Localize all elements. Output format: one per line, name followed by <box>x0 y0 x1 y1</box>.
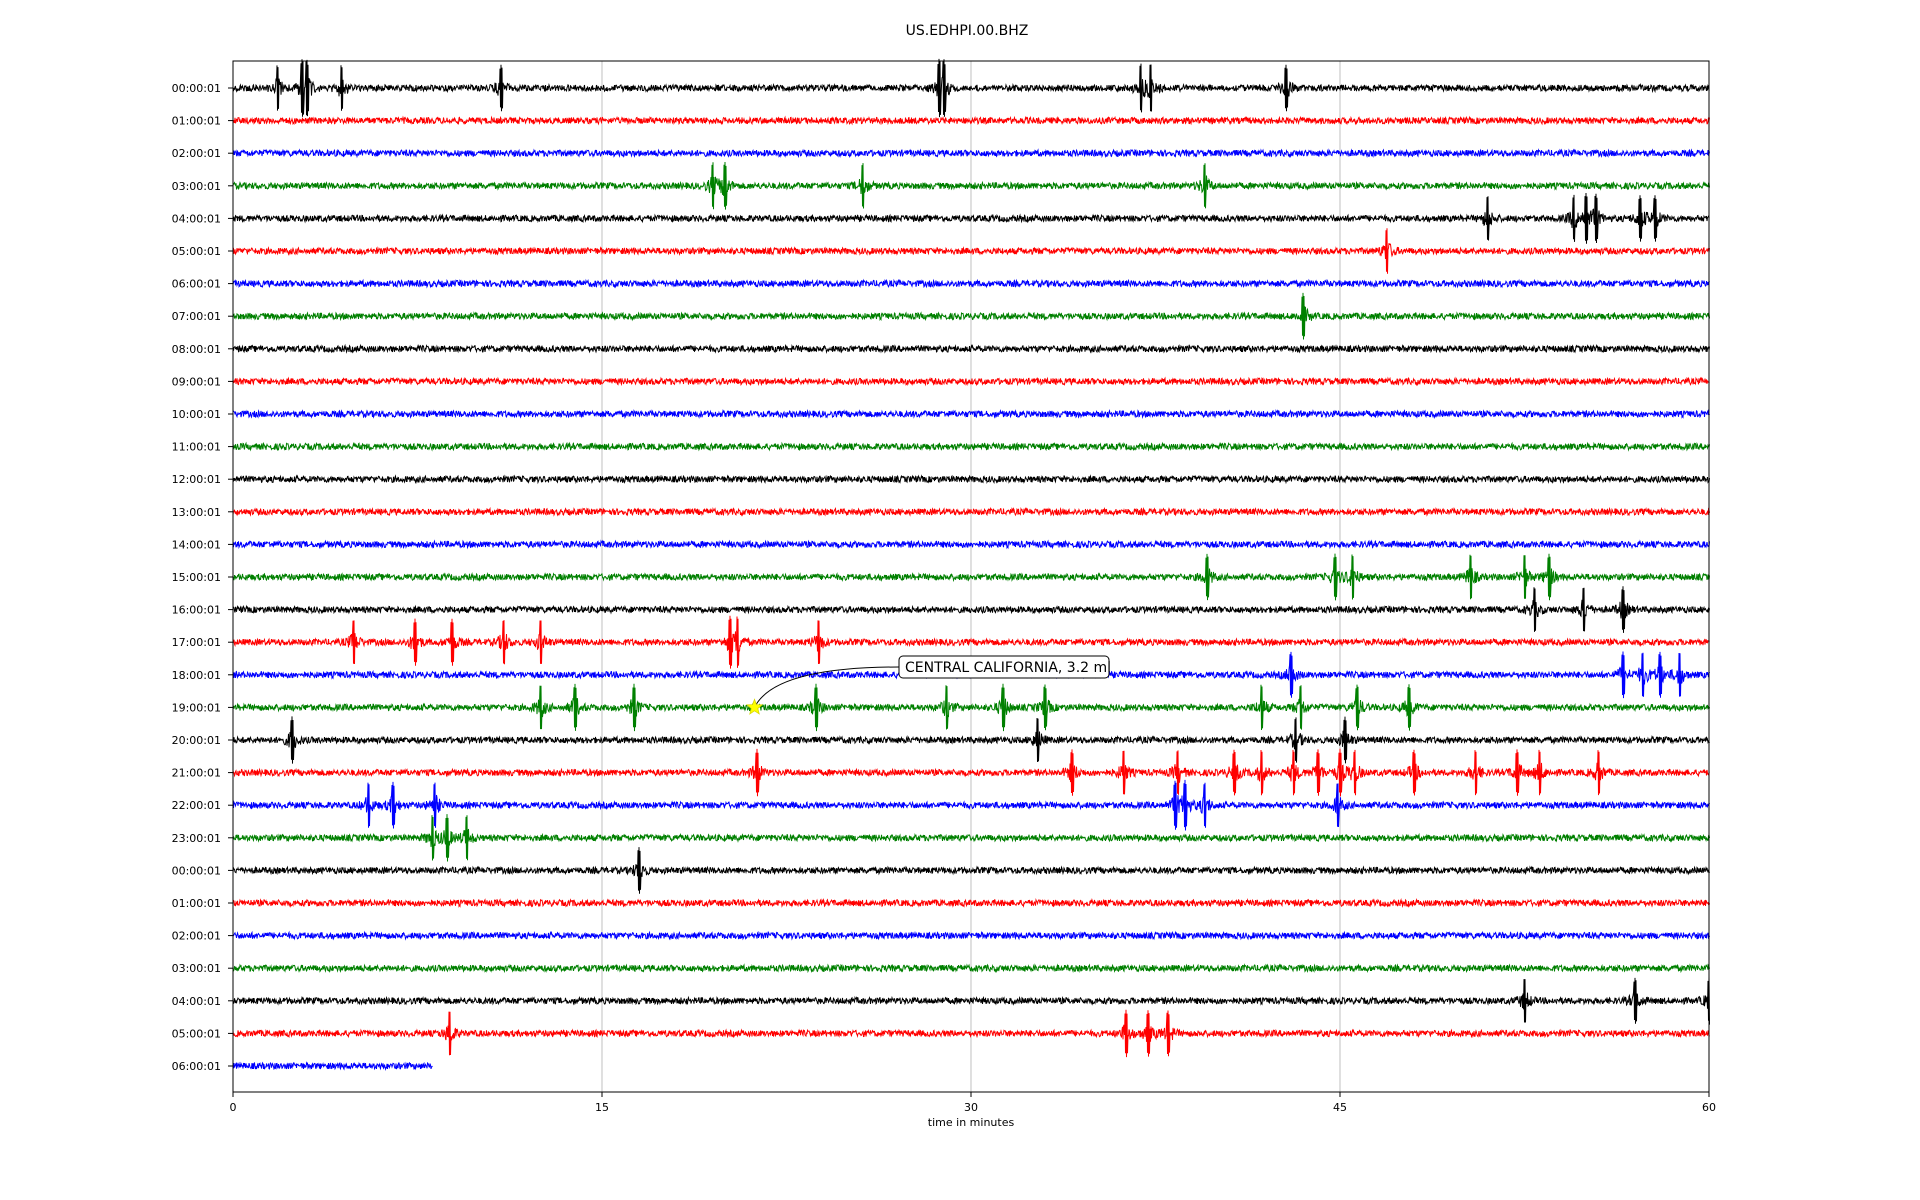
row-label-10: 10:00:01 <box>172 408 221 421</box>
row-label-19: 19:00:01 <box>172 701 221 714</box>
x-tick-label-3: 45 <box>1333 1101 1347 1114</box>
trace-row-23 <box>232 814 1710 862</box>
trace-row-29 <box>232 1009 1710 1058</box>
row-label-1: 01:00:01 <box>172 115 221 128</box>
row-label-14: 14:00:01 <box>172 538 221 551</box>
row-label-24: 00:00:01 <box>172 864 221 877</box>
row-label-21: 21:00:01 <box>172 767 221 780</box>
x-tick-label-1: 15 <box>595 1101 609 1114</box>
event-annotation: CENTRAL CALIFORNIA, 3.2 ml <box>745 655 1111 715</box>
row-label-28: 04:00:01 <box>172 995 221 1008</box>
trace-row-12 <box>232 474 1710 485</box>
row-label-12: 12:00:01 <box>172 473 221 486</box>
trace-row-15 <box>232 553 1710 601</box>
x-axis-label: time in minutes <box>928 1116 1015 1129</box>
row-label-27: 03:00:01 <box>172 962 221 975</box>
row-label-23: 23:00:01 <box>172 832 221 845</box>
chart-title: US.EDHPI.00.BHZ <box>906 23 1029 39</box>
trace-row-1 <box>232 115 1710 126</box>
trace-row-25 <box>232 897 1710 909</box>
trace-row-22 <box>232 779 1710 831</box>
row-label-7: 07:00:01 <box>172 310 221 323</box>
trace-row-30 <box>232 1061 433 1071</box>
row-label-17: 17:00:01 <box>172 636 221 649</box>
trace-row-2 <box>232 148 1710 159</box>
row-label-6: 06:00:01 <box>172 278 221 291</box>
x-tick-label-2: 30 <box>964 1101 978 1114</box>
annotation-box-0 <box>898 655 1110 679</box>
trace-row-9 <box>232 376 1710 387</box>
row-label-0: 00:00:01 <box>172 82 221 95</box>
row-label-30: 06:00:01 <box>172 1060 221 1073</box>
trace-row-4 <box>232 192 1710 244</box>
row-time-labels: 00:00:01 01:00:01 02:00:01 03:00:01 04:00:01… <box>172 82 233 1073</box>
row-label-4: 04:00:01 <box>172 212 221 225</box>
trace-row-21 <box>232 748 1710 797</box>
trace-row-14 <box>232 539 1710 550</box>
trace-row-5 <box>232 228 1710 274</box>
trace-row-0 <box>232 58 1710 118</box>
trace-row-13 <box>232 506 1710 517</box>
trace-row-27 <box>232 963 1710 974</box>
annotation-arrow-0 <box>754 666 900 708</box>
x-tick-label-4: 60 <box>1702 1101 1716 1114</box>
row-label-15: 15:00:01 <box>172 571 221 584</box>
row-label-9: 09:00:01 <box>172 375 221 388</box>
row-label-20: 20:00:01 <box>172 734 221 747</box>
event-star-0 <box>745 698 764 715</box>
trace-row-20 <box>232 716 1710 764</box>
trace-row-3 <box>232 161 1710 210</box>
annotation-label-0: CENTRAL CALIFORNIA, 3.2 ml <box>905 660 1111 676</box>
row-label-26: 02:00:01 <box>172 930 221 943</box>
trace-row-8 <box>232 343 1710 354</box>
trace-row-7 <box>232 292 1710 340</box>
row-label-5: 05:00:01 <box>172 245 221 258</box>
trace-row-19 <box>232 683 1710 732</box>
row-label-13: 13:00:01 <box>172 506 221 519</box>
trace-row-24 <box>232 847 1710 894</box>
row-label-25: 01:00:01 <box>172 897 221 910</box>
row-label-2: 02:00:01 <box>172 147 221 160</box>
trace-row-26 <box>232 930 1710 941</box>
row-label-3: 03:00:01 <box>172 180 221 193</box>
trace-row-10 <box>232 408 1710 420</box>
row-label-22: 22:00:01 <box>172 799 221 812</box>
row-label-16: 16:00:01 <box>172 604 221 617</box>
x-tick-label-0: 0 <box>230 1101 237 1114</box>
trace-row-16 <box>232 586 1710 633</box>
row-label-8: 08:00:01 <box>172 343 221 356</box>
row-label-29: 05:00:01 <box>172 1027 221 1040</box>
row-label-11: 11:00:01 <box>172 441 221 454</box>
row-label-18: 18:00:01 <box>172 669 221 682</box>
seismic-traces <box>232 58 1710 1071</box>
trace-row-11 <box>232 441 1710 452</box>
trace-row-17 <box>232 615 1710 669</box>
trace-row-6 <box>232 278 1710 289</box>
trace-row-28 <box>232 976 1710 1025</box>
x-axis-ticks: 0 15 30 45 60 <box>230 1092 1716 1114</box>
